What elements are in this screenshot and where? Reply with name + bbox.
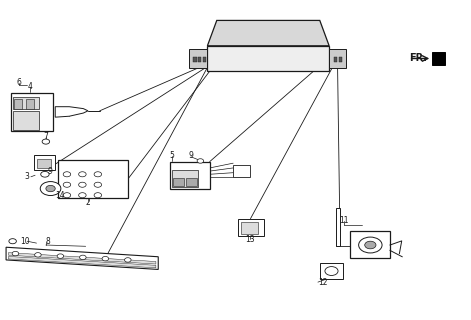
Circle shape bbox=[63, 182, 71, 187]
Bar bbox=[172, 170, 198, 187]
Circle shape bbox=[80, 255, 86, 260]
Bar bbox=[336, 208, 340, 246]
Text: 11: 11 bbox=[340, 216, 349, 225]
Text: 6: 6 bbox=[17, 78, 22, 87]
Circle shape bbox=[358, 237, 382, 253]
Polygon shape bbox=[8, 252, 156, 264]
Bar bbox=[11, 93, 53, 132]
Bar bbox=[14, 99, 23, 108]
Circle shape bbox=[325, 267, 338, 276]
Bar bbox=[334, 57, 337, 62]
Bar bbox=[432, 52, 445, 65]
Circle shape bbox=[63, 193, 71, 198]
Bar bbox=[189, 49, 207, 68]
Circle shape bbox=[79, 193, 86, 198]
Text: 7: 7 bbox=[43, 132, 49, 141]
Polygon shape bbox=[207, 20, 329, 46]
Bar bbox=[13, 97, 39, 109]
Bar bbox=[339, 57, 342, 62]
Bar bbox=[26, 99, 34, 108]
Circle shape bbox=[94, 193, 102, 198]
Bar bbox=[329, 49, 346, 68]
Circle shape bbox=[102, 256, 109, 261]
Bar bbox=[170, 162, 210, 188]
Circle shape bbox=[94, 172, 102, 177]
Bar bbox=[34, 155, 55, 170]
Text: 13: 13 bbox=[246, 236, 255, 244]
Text: 9: 9 bbox=[188, 151, 194, 160]
Circle shape bbox=[365, 241, 376, 249]
Text: FR.: FR. bbox=[409, 53, 427, 63]
Circle shape bbox=[57, 254, 64, 258]
Circle shape bbox=[94, 182, 102, 187]
Circle shape bbox=[9, 239, 16, 244]
Bar bbox=[187, 178, 196, 186]
Text: 8: 8 bbox=[46, 237, 50, 246]
Circle shape bbox=[79, 182, 86, 187]
Text: 2: 2 bbox=[86, 198, 90, 207]
Bar bbox=[13, 111, 39, 130]
Polygon shape bbox=[55, 107, 88, 117]
Bar bbox=[57, 160, 128, 198]
Text: 5: 5 bbox=[170, 151, 175, 160]
Text: 9: 9 bbox=[47, 167, 52, 176]
Circle shape bbox=[63, 172, 71, 177]
Circle shape bbox=[35, 252, 41, 257]
Circle shape bbox=[42, 139, 49, 144]
Polygon shape bbox=[207, 46, 329, 71]
Circle shape bbox=[46, 185, 55, 192]
Text: 10: 10 bbox=[20, 237, 30, 246]
Text: 3: 3 bbox=[24, 172, 30, 181]
Circle shape bbox=[40, 181, 61, 196]
Bar bbox=[241, 222, 259, 234]
Bar bbox=[238, 219, 264, 236]
Circle shape bbox=[12, 252, 19, 256]
Polygon shape bbox=[6, 247, 158, 269]
Text: 12: 12 bbox=[318, 278, 327, 287]
Text: 4: 4 bbox=[28, 82, 33, 91]
Circle shape bbox=[124, 258, 131, 262]
Circle shape bbox=[197, 159, 203, 163]
Circle shape bbox=[79, 172, 86, 177]
Bar bbox=[350, 231, 390, 258]
Bar bbox=[194, 57, 196, 62]
Polygon shape bbox=[8, 256, 156, 268]
Text: 14: 14 bbox=[55, 191, 65, 200]
Bar bbox=[198, 57, 201, 62]
Bar bbox=[173, 178, 184, 186]
Circle shape bbox=[41, 172, 49, 177]
Bar bbox=[203, 57, 206, 62]
Bar bbox=[320, 263, 343, 279]
Bar bbox=[233, 165, 250, 178]
Bar bbox=[37, 159, 50, 168]
